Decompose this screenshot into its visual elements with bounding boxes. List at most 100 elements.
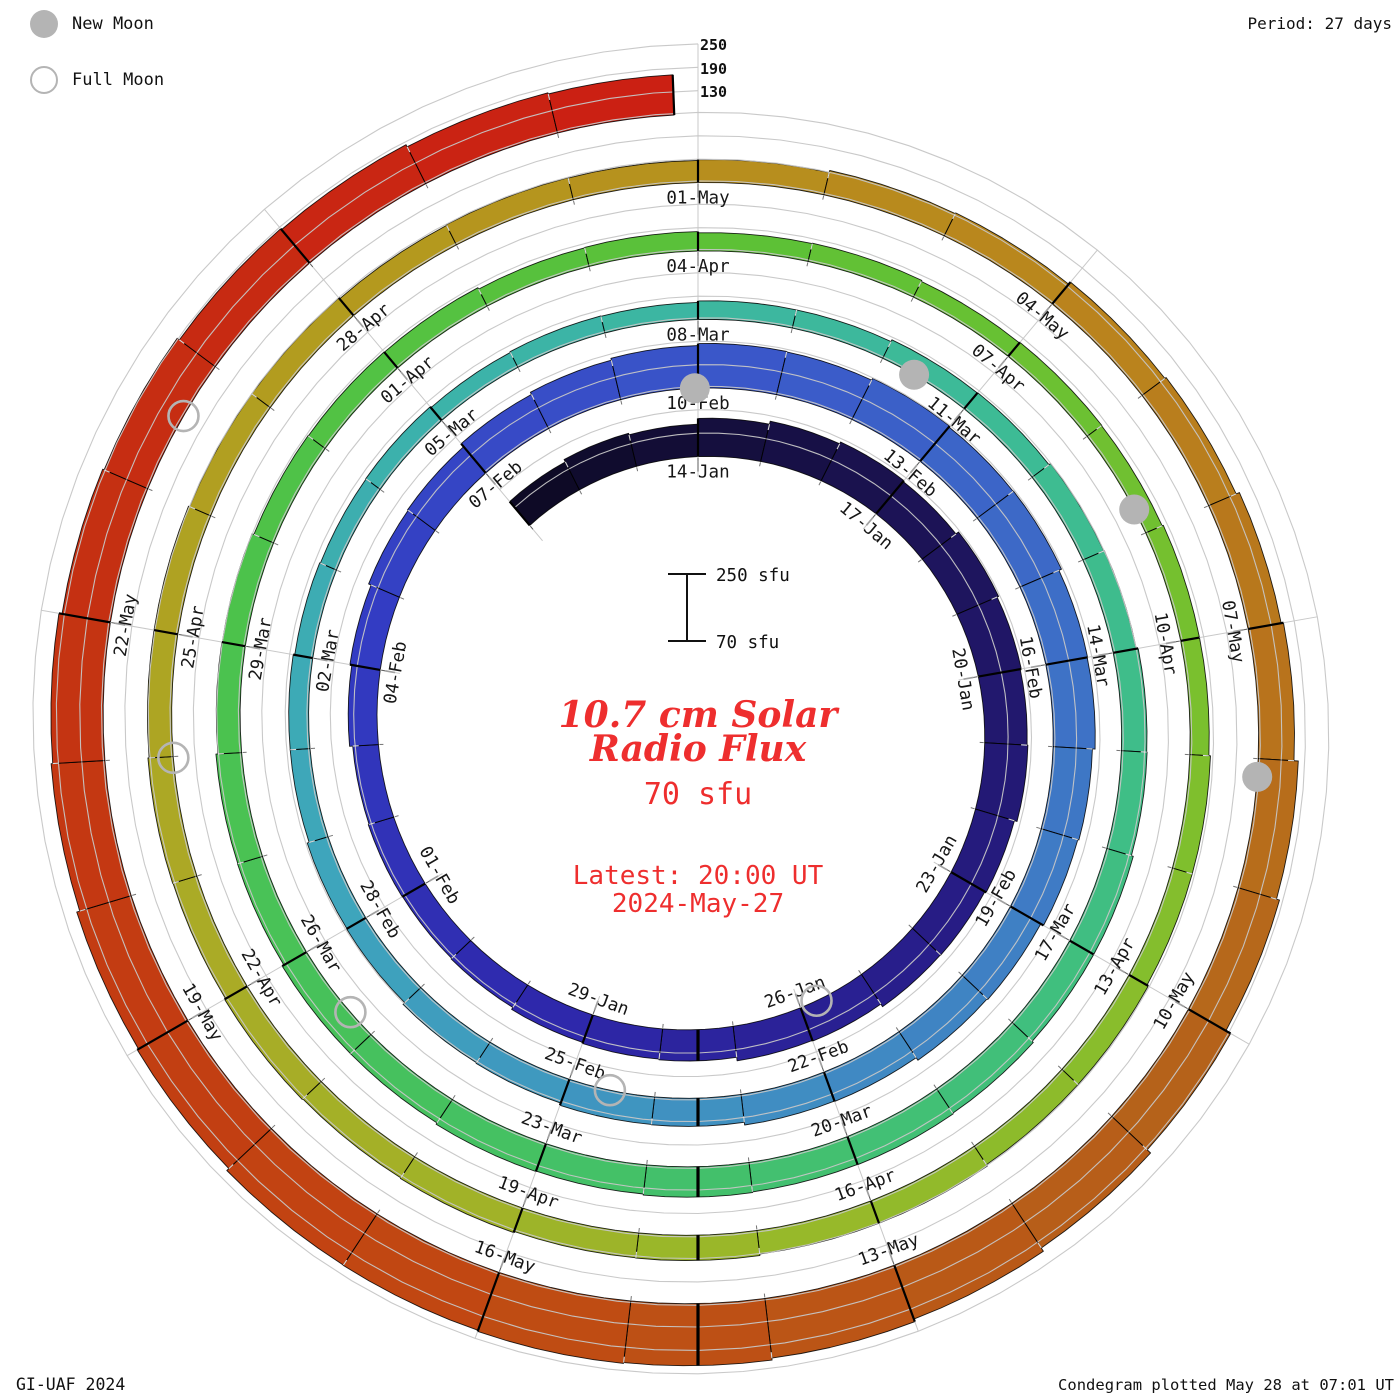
outer-day-tick xyxy=(623,1356,625,1363)
base-day-tick xyxy=(215,366,220,371)
new-moon-marker xyxy=(679,373,710,404)
outer-day-tick xyxy=(302,1094,308,1100)
date-tick xyxy=(794,993,800,1004)
flux-bar xyxy=(294,562,337,659)
segment-divider xyxy=(281,951,308,968)
outer-day-tick xyxy=(365,478,372,483)
outer-day-tick xyxy=(877,998,882,1005)
base-day-tick xyxy=(958,971,962,975)
flux-bar xyxy=(251,297,355,409)
base-day-tick xyxy=(274,542,279,546)
date-label: 08-Mar xyxy=(666,326,729,346)
date-label: 22-May xyxy=(111,592,142,658)
outer-day-tick xyxy=(512,1002,517,1008)
base-day-tick xyxy=(849,420,852,425)
flux-bar xyxy=(50,760,132,912)
segment-divider xyxy=(476,1272,501,1332)
outer-day-tick xyxy=(758,1248,761,1255)
date-tick xyxy=(400,371,408,381)
full-moon-marker xyxy=(593,1073,627,1107)
outer-day-tick xyxy=(368,822,375,825)
day-divider xyxy=(1053,746,1093,750)
base-day-tick xyxy=(620,400,623,405)
outer-day-tick xyxy=(1142,1145,1148,1151)
base-day-tick xyxy=(1065,937,1070,941)
base-day-tick xyxy=(1203,505,1208,509)
outer-day-tick xyxy=(868,379,873,386)
segment-divider xyxy=(349,663,381,672)
base-day-tick xyxy=(529,525,534,530)
outer-day-tick xyxy=(948,1107,954,1114)
outer-day-tick xyxy=(564,461,569,468)
date-tick xyxy=(1041,307,1050,316)
flux-bar xyxy=(975,742,1029,822)
date-tick xyxy=(1056,932,1066,939)
base-day-tick xyxy=(1233,885,1238,888)
day-divider xyxy=(1019,569,1060,588)
segment-divider xyxy=(581,1014,594,1044)
base-day-tick xyxy=(381,669,386,672)
chart-title-line2: Radio Flux xyxy=(589,728,807,770)
date-tick xyxy=(385,669,396,674)
base-day-tick xyxy=(1015,587,1020,590)
base-day-tick xyxy=(148,488,153,492)
segment-divider xyxy=(1128,973,1149,987)
base-day-tick xyxy=(270,407,275,411)
outer-day-tick xyxy=(253,533,260,538)
outer-day-tick xyxy=(350,1049,356,1055)
credit-label: GI-UAF 2024 xyxy=(16,1375,126,1394)
date-tick xyxy=(865,517,874,526)
flux-bar xyxy=(136,1020,272,1170)
flux-bar xyxy=(172,875,248,1000)
outer-day-tick xyxy=(404,998,410,1004)
outer-day-tick xyxy=(1159,378,1166,383)
flux-bar xyxy=(860,927,941,1008)
segment-divider xyxy=(869,1200,881,1224)
outer-day-tick xyxy=(476,1057,481,1064)
full-moon-label: Full Moon xyxy=(72,70,165,90)
outer-day-tick xyxy=(912,1052,917,1058)
flux-bar xyxy=(943,212,1070,305)
segment-divider xyxy=(893,1264,916,1323)
radial-axis-250: 250 xyxy=(700,36,727,54)
outer-day-tick xyxy=(1156,525,1163,529)
segment-divider xyxy=(919,425,951,463)
date-tick xyxy=(115,622,126,626)
day-divider xyxy=(760,424,771,462)
day-divider xyxy=(1011,1203,1042,1249)
day-divider xyxy=(984,742,1028,746)
outer-day-tick xyxy=(1008,490,1014,496)
base-day-tick xyxy=(487,306,490,311)
base-day-tick xyxy=(1008,1018,1012,1022)
day-divider xyxy=(1111,1115,1148,1151)
full-moon-marker xyxy=(167,399,200,433)
segment-divider xyxy=(153,629,179,636)
segment-divider xyxy=(383,351,399,369)
date-tick xyxy=(191,1012,202,1019)
base-day-tick xyxy=(946,869,951,873)
moon-markers xyxy=(157,359,1273,1107)
date-label: 01-May xyxy=(666,189,729,209)
base-day-tick xyxy=(517,368,521,373)
segment-divider xyxy=(799,1007,814,1042)
outer-day-tick xyxy=(370,584,377,588)
outer-day-tick xyxy=(658,1053,661,1060)
base-day-tick xyxy=(111,622,116,624)
segment-divider xyxy=(875,479,905,515)
outer-day-tick xyxy=(406,146,411,153)
date-label: 25-Apr xyxy=(178,604,209,670)
flux-bar xyxy=(823,170,956,237)
base-day-tick xyxy=(353,316,358,320)
outer-day-tick xyxy=(1125,853,1132,857)
day-divider xyxy=(79,895,132,912)
date-tick xyxy=(250,646,261,650)
outer-day-tick xyxy=(308,840,315,843)
segment-divider xyxy=(1009,905,1045,927)
date-label: 14-Jan xyxy=(666,463,729,483)
outer-day-tick xyxy=(1053,569,1060,574)
new-moon-icon xyxy=(30,10,58,38)
flux-bar xyxy=(1128,867,1193,986)
outer-day-tick xyxy=(478,288,482,295)
base-day-tick xyxy=(971,1141,975,1146)
